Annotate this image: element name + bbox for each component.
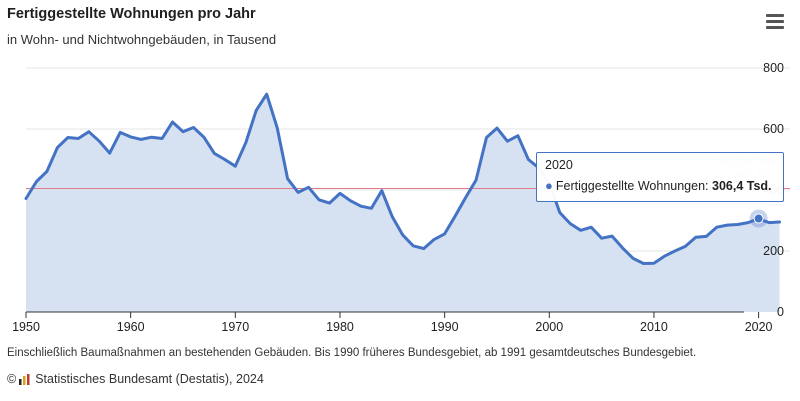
x-tick-label: 1960: [117, 320, 145, 334]
menu-bar: [766, 14, 784, 17]
highlight-point: [753, 213, 764, 224]
x-tick-label: 2000: [535, 320, 563, 334]
tooltip-series-dot-icon: ●: [545, 178, 553, 193]
destatis-bars-icon: [19, 373, 30, 385]
y-tick-label: 200: [763, 244, 784, 258]
y-tick-label: 600: [763, 122, 784, 136]
series-line: [24, 92, 781, 265]
y-tick-label: 800: [763, 61, 784, 75]
copyright-symbol: ©: [7, 372, 17, 386]
x-tick-label: 1970: [221, 320, 249, 334]
x-tick-label: 1980: [326, 320, 354, 334]
chart-footnote: Einschließlich Baumaßnahmen an bestehend…: [7, 347, 697, 359]
tooltip-series-label: Fertiggestellte Wohnungen:: [555, 179, 709, 193]
x-tick-label: 1950: [12, 320, 40, 334]
hamburger-menu-icon[interactable]: [766, 13, 784, 29]
tooltip-year: 2020: [545, 158, 573, 172]
chart-subtitle: in Wohn- und Nichtwohngebäuden, in Tause…: [7, 32, 277, 47]
source-credit: © Statistisches Bundesamt (Destatis), 20…: [7, 372, 264, 386]
x-tick-label: 2010: [640, 320, 668, 334]
y-tick-label: 0: [777, 305, 784, 319]
menu-bar: [766, 26, 784, 29]
source-text: Statistisches Bundesamt (Destatis), 2024: [35, 372, 264, 386]
tooltip-value: 306,4 Tsd.: [712, 179, 772, 193]
x-tick-label: 2020: [745, 320, 773, 334]
chart-title: Fertiggestellte Wohnungen pro Jahr: [7, 6, 256, 22]
data-tooltip: 2020 ● Fertiggestellte Wohnungen: 306,4 T…: [536, 152, 784, 202]
menu-bar: [766, 20, 784, 23]
x-tick-label: 1990: [431, 320, 459, 334]
series-area: [26, 94, 780, 312]
